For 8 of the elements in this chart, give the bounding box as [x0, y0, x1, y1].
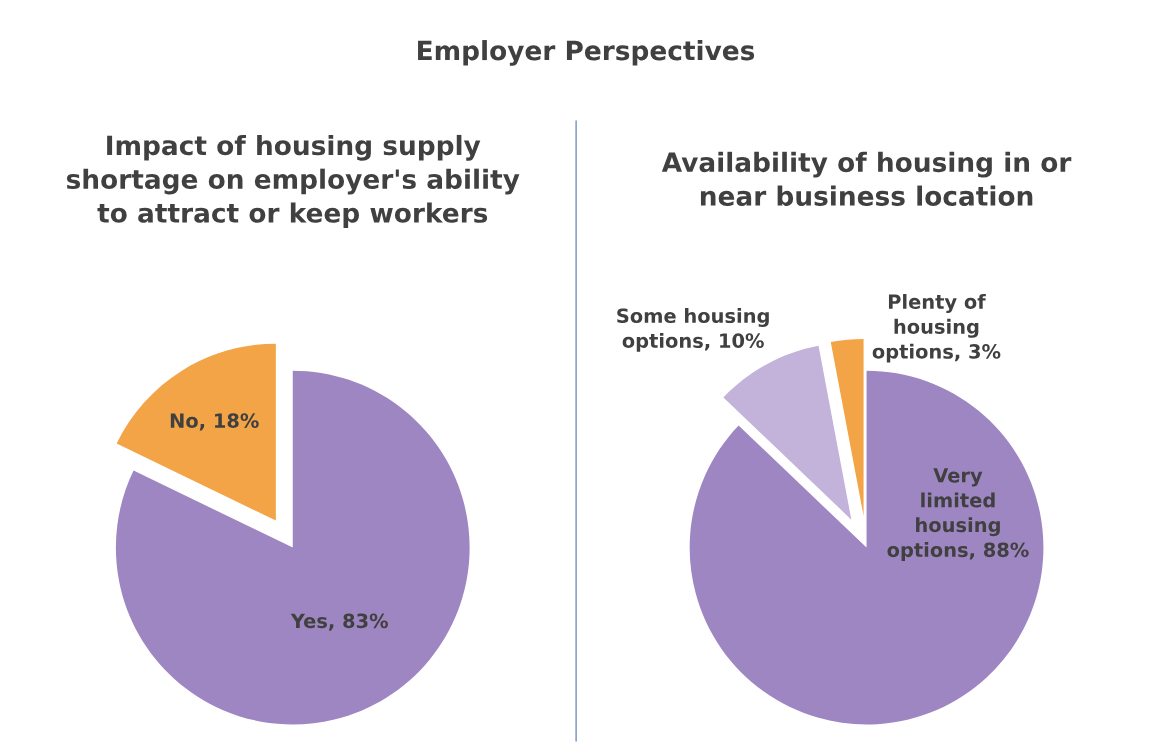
chart-title: Availability of housing in or near business location [661, 151, 1072, 206]
text: Employer Perspectives [418, 40, 755, 66]
slice-label: No, 18% [170, 413, 259, 431]
slice-label: Plenty of housing options, 3% [872, 293, 1001, 363]
chart-title: Impact of housing supply shortage on employer's ability to attract or keep workers [66, 134, 520, 228]
slice-label: Very limited housing options, 88% [887, 468, 1029, 561]
slice-label: Yes, 83% [290, 613, 388, 631]
slice-label: Some housing options, 10% [617, 308, 769, 352]
